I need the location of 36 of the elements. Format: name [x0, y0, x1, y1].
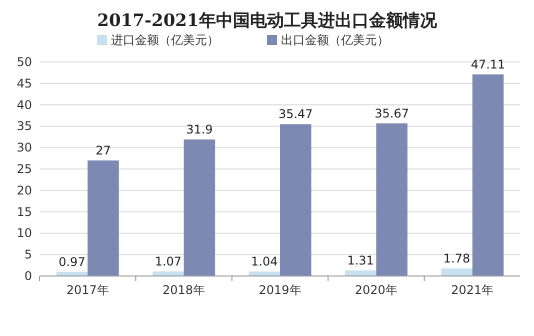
x-tick-label: 2021年	[451, 283, 494, 297]
y-tick-label: 50	[16, 55, 32, 69]
y-tick-label: 10	[16, 226, 32, 240]
data-label: 1.78	[443, 251, 470, 266]
legend-label: 出口金额（亿美元）	[281, 33, 389, 47]
x-tick-label: 2020年	[354, 283, 398, 297]
bar	[248, 272, 280, 276]
data-label: 47.11	[470, 57, 506, 72]
y-tick-label: 35	[16, 119, 32, 134]
y-tick-label: 30	[16, 140, 32, 155]
bar	[88, 160, 119, 276]
bar	[376, 123, 408, 276]
y-tick-label: 40	[16, 98, 32, 112]
data-label: 27	[96, 143, 111, 158]
y-tick-label: 45	[16, 76, 32, 90]
bar	[472, 74, 504, 276]
y-tick-label: 15	[16, 204, 32, 219]
data-label: 1.04	[251, 254, 278, 269]
y-tick-label: 0	[24, 269, 32, 283]
x-tick-label: 2018年	[162, 283, 206, 297]
x-tick-label: 2017年	[66, 283, 109, 297]
x-tick-label: 2019年	[258, 283, 302, 297]
chart-title: 2017-2021年中国电动工具进出口金额情况	[97, 11, 438, 31]
data-label: 35.67	[374, 106, 410, 120]
bar	[184, 139, 216, 276]
bar	[280, 124, 312, 276]
legend-label: 进口金额（亿美元）	[111, 33, 219, 47]
data-label: 1.31	[347, 253, 374, 268]
y-tick-label: 25	[16, 162, 32, 176]
data-label: 31.9	[186, 122, 213, 136]
data-label: 0.97	[58, 254, 86, 269]
y-tick-label: 20	[16, 183, 32, 198]
data-label: 35.47	[278, 107, 313, 122]
bar	[441, 268, 472, 276]
y-tick-label: 5	[24, 248, 32, 262]
data-label: 1.07	[154, 254, 182, 268]
